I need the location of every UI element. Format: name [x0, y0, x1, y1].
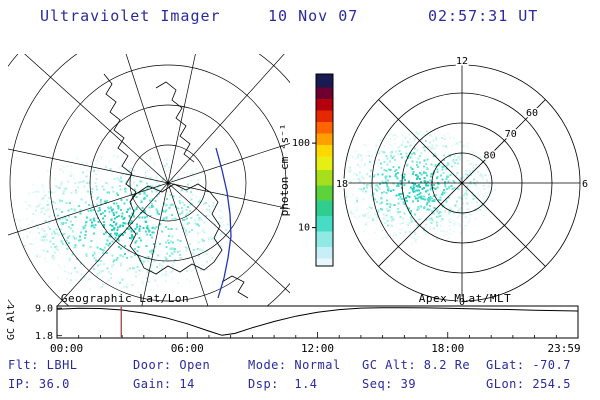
caption-apex: Apex MLat/MLT [418, 292, 512, 305]
aurora-scatter [345, 130, 497, 245]
coastlines [103, 73, 249, 299]
status-dsp: Dsp: 1.4 [248, 377, 318, 391]
gc-alt-curve [56, 307, 578, 336]
status-gain: Gain: 14 [133, 377, 195, 391]
status-glon: GLon: 254.5 [486, 377, 571, 391]
svg-text:06:00: 06:00 [171, 342, 204, 355]
apex-grid [343, 64, 581, 302]
header-date: 10 Nov 07 [268, 7, 359, 25]
aurora-scatter [13, 154, 233, 297]
svg-text:18: 18 [336, 179, 348, 190]
svg-text:70: 70 [505, 129, 517, 140]
status-ip: IP: 36.0 [8, 377, 70, 391]
y-axis-label: GC Alt [6, 304, 17, 340]
status-gc-alt: GC Alt: 8.2 Re [362, 358, 471, 372]
colorbar: 100 10 photon cm⁻²s⁻¹ [278, 73, 334, 267]
svg-text:9.0: 9.0 [35, 304, 53, 315]
satellite-track [215, 147, 232, 299]
svg-text:6: 6 [582, 179, 588, 190]
colorbar-bands [316, 74, 333, 267]
timeline-labels: 00:00 06:00 12:00 18:00 23:59 9.0 1.8 GC Alt [6, 304, 581, 355]
svg-text:100: 100 [292, 138, 310, 149]
status-mode: Mode: Normal [248, 358, 341, 372]
svg-text:10: 10 [298, 223, 310, 234]
gc-alt-timeline: 00:00 06:00 12:00 18:00 23:59 9.0 1.8 GC Alt [6, 304, 581, 355]
svg-text:12:00: 12:00 [301, 342, 334, 355]
svg-text:1.8: 1.8 [35, 331, 53, 342]
svg-text:12: 12 [456, 56, 468, 67]
status-seq: Seq: 39 [362, 377, 417, 391]
svg-text:18:00: 18:00 [431, 342, 464, 355]
svg-text:0: 0 [459, 297, 465, 308]
status-glat: GLat: -70.7 [486, 358, 571, 372]
svg-text:60: 60 [526, 108, 538, 119]
status-door: Door: Open [133, 358, 211, 372]
header-time: 02:57:31 UT [428, 7, 539, 25]
geographic-map [8, 54, 290, 306]
geo-grid [8, 54, 290, 306]
svg-text:80: 80 [484, 150, 496, 161]
colorbar-unit-label: photon cm⁻²s⁻¹ [278, 124, 291, 217]
caption-geographic: Geographic Lat/Lon [60, 292, 190, 305]
app-title: Ultraviolet Imager [40, 7, 221, 25]
svg-text:00:00: 00:00 [50, 342, 83, 355]
svg-text:23:59: 23:59 [548, 342, 581, 355]
status-filter: Flt: LBHL [8, 358, 78, 372]
hour-ticks [56, 332, 579, 338]
colorbar-ticks: 100 10 photon cm⁻²s⁻¹ [278, 124, 316, 234]
